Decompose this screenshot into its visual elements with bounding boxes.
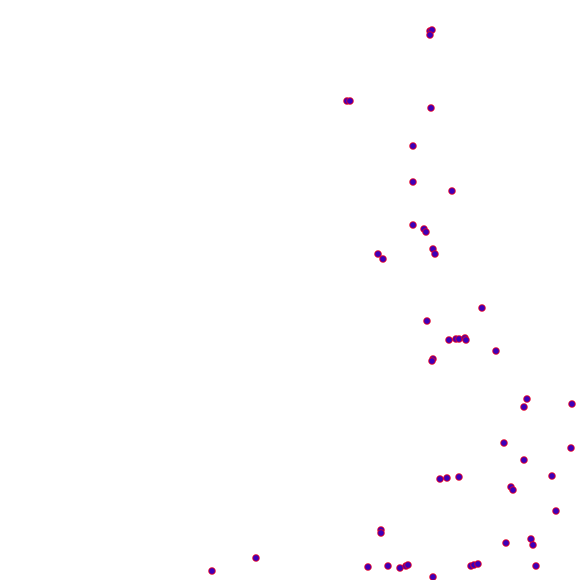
data-point[interactable] <box>409 142 417 150</box>
data-point[interactable] <box>364 563 372 571</box>
data-point[interactable] <box>568 400 576 408</box>
data-point[interactable] <box>428 357 436 365</box>
data-point[interactable] <box>252 554 260 562</box>
data-point[interactable] <box>443 474 451 482</box>
data-point[interactable] <box>520 403 528 411</box>
data-point[interactable] <box>500 439 508 447</box>
data-point[interactable] <box>379 255 387 263</box>
data-point[interactable] <box>426 31 434 39</box>
data-point[interactable] <box>532 562 540 570</box>
data-point[interactable] <box>429 573 437 580</box>
data-point[interactable] <box>377 529 385 537</box>
data-point[interactable] <box>422 228 430 236</box>
data-point[interactable] <box>208 567 216 575</box>
data-point[interactable] <box>346 97 354 105</box>
data-point[interactable] <box>409 178 417 186</box>
data-point[interactable] <box>455 335 463 343</box>
data-point[interactable] <box>445 336 453 344</box>
data-point[interactable] <box>509 486 517 494</box>
data-point[interactable] <box>548 472 556 480</box>
data-point[interactable] <box>523 395 531 403</box>
data-point[interactable] <box>455 473 463 481</box>
data-point[interactable] <box>567 444 575 452</box>
data-point[interactable] <box>462 336 470 344</box>
data-point[interactable] <box>502 539 510 547</box>
data-point[interactable] <box>423 317 431 325</box>
data-point[interactable] <box>492 347 500 355</box>
data-point[interactable] <box>431 250 439 258</box>
points-layer <box>208 26 576 580</box>
data-point[interactable] <box>436 475 444 483</box>
data-point[interactable] <box>384 562 392 570</box>
data-point[interactable] <box>427 104 435 112</box>
data-point[interactable] <box>409 221 417 229</box>
data-point[interactable] <box>474 560 482 568</box>
data-point[interactable] <box>448 187 456 195</box>
data-point[interactable] <box>478 304 486 312</box>
data-point[interactable] <box>552 507 560 515</box>
data-point[interactable] <box>520 456 528 464</box>
data-point[interactable] <box>404 561 412 569</box>
data-point[interactable] <box>529 541 537 549</box>
data-point[interactable] <box>374 250 382 258</box>
